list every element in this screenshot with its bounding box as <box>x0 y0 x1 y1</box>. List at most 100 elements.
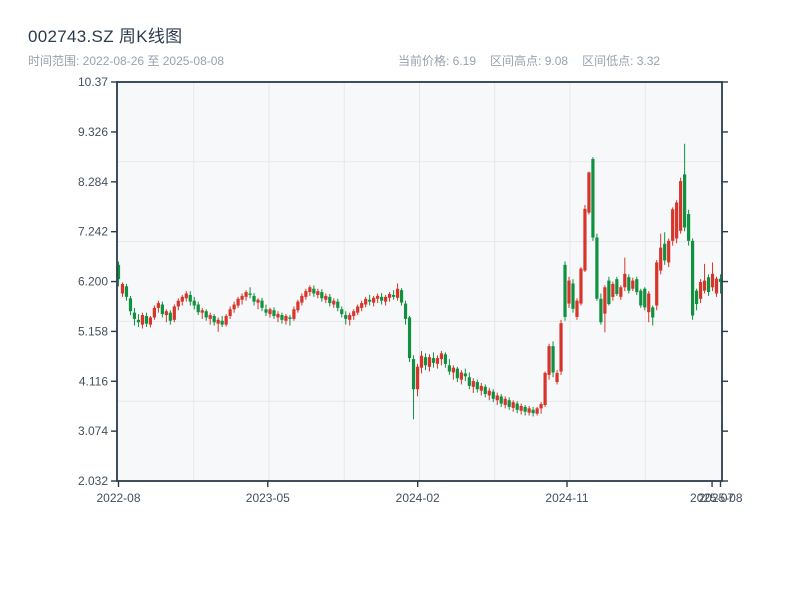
candle-body <box>280 315 284 320</box>
candle-body <box>471 381 475 387</box>
candle-body <box>268 309 272 315</box>
candle-body <box>667 240 671 263</box>
candle-body <box>679 181 683 231</box>
candle-body <box>312 288 316 294</box>
candle-body <box>431 358 436 363</box>
candle-body <box>603 287 607 314</box>
candle-body <box>675 202 679 239</box>
candle-body <box>192 300 196 306</box>
candle-body <box>160 304 164 315</box>
candle-body <box>212 316 216 323</box>
candle-body <box>292 309 296 319</box>
candle-body <box>587 172 591 213</box>
candle-body <box>515 403 519 410</box>
candle-body <box>507 400 511 407</box>
candle-body <box>352 311 356 317</box>
candle-body <box>571 283 575 309</box>
candle-body <box>244 292 248 297</box>
candle-body <box>336 301 340 308</box>
stat-item: 当前价格: 6.19 <box>398 54 477 68</box>
candle-body <box>499 396 503 404</box>
candle-body <box>702 280 707 291</box>
candle-body <box>583 208 587 271</box>
candle-body <box>391 294 396 297</box>
candle-body <box>579 268 583 304</box>
candle-body <box>264 309 268 313</box>
candle-body <box>447 365 452 372</box>
candle-body <box>172 306 176 320</box>
y-axis-tick-label: 9.326 <box>78 125 108 139</box>
stat-item: 区间高点: 9.08 <box>490 54 569 68</box>
candle-body <box>543 372 547 406</box>
candle-body <box>607 280 611 305</box>
candle-body <box>427 357 432 367</box>
candle-body <box>643 288 647 308</box>
candle-body <box>671 209 675 241</box>
candle-body <box>511 402 515 408</box>
y-axis-tick-label: 8.284 <box>78 175 108 189</box>
candle-body <box>599 298 603 323</box>
candle-body <box>256 299 260 303</box>
candle-body <box>320 292 324 299</box>
candle-body <box>611 283 615 297</box>
candle-body <box>216 319 220 324</box>
y-axis-tick-label: 10.37 <box>78 75 108 89</box>
candle-body <box>403 303 408 319</box>
candle-body <box>340 309 344 315</box>
candle-body <box>539 404 543 409</box>
candle-body <box>324 295 328 300</box>
candle-body <box>519 405 523 411</box>
candle-body <box>407 317 412 359</box>
candle-body <box>368 299 372 302</box>
candle-body <box>619 287 623 297</box>
candle-body <box>180 296 184 302</box>
candle-body <box>124 286 129 297</box>
candle-body <box>718 278 723 283</box>
candle-body <box>487 390 491 396</box>
candle-body <box>495 395 499 401</box>
candle-body <box>384 296 388 302</box>
candle-body <box>687 214 691 241</box>
y-axis-tick-label: 3.074 <box>78 424 108 438</box>
candle-body <box>116 264 121 280</box>
candle-body <box>236 298 240 306</box>
candle-body <box>120 283 125 294</box>
candle-body <box>208 315 212 319</box>
candle-body <box>304 291 308 297</box>
candle-body <box>220 320 224 325</box>
candle-body <box>188 294 192 302</box>
candle-body <box>714 278 719 294</box>
y-axis-tick-label: 4.116 <box>79 374 108 388</box>
candle-body <box>627 277 631 291</box>
candle-body <box>551 346 555 373</box>
candle-body <box>615 279 619 294</box>
candle-body <box>184 293 188 299</box>
candle-body <box>567 280 571 304</box>
candle-body <box>252 295 256 302</box>
candle-body <box>623 273 627 288</box>
candle-body <box>140 315 145 325</box>
candle-body <box>232 304 236 310</box>
x-axis-tick-label: 2025-08 <box>698 491 742 505</box>
candle-body <box>591 159 595 238</box>
candle-body <box>651 307 655 318</box>
candle-body <box>272 310 276 317</box>
candle-body <box>706 277 711 293</box>
candle-body <box>136 319 141 323</box>
candle-body <box>360 303 364 308</box>
candle-body <box>527 408 531 413</box>
candle-body <box>200 310 204 313</box>
x-axis-tick-label: 2025-07 <box>690 491 734 505</box>
candle-body <box>459 372 463 380</box>
candle-body <box>344 315 348 319</box>
candle-body <box>451 367 455 373</box>
candle-body <box>531 409 535 414</box>
header-stats: 当前价格: 6.19 区间高点: 9.08 区间低点: 3.32 <box>398 52 674 69</box>
candle-body <box>248 293 252 295</box>
x-axis-tick-label: 2023-05 <box>246 491 290 505</box>
candle-body <box>663 243 667 261</box>
candle-body <box>196 304 200 313</box>
candle-body <box>547 346 551 375</box>
candle-body <box>635 279 639 293</box>
